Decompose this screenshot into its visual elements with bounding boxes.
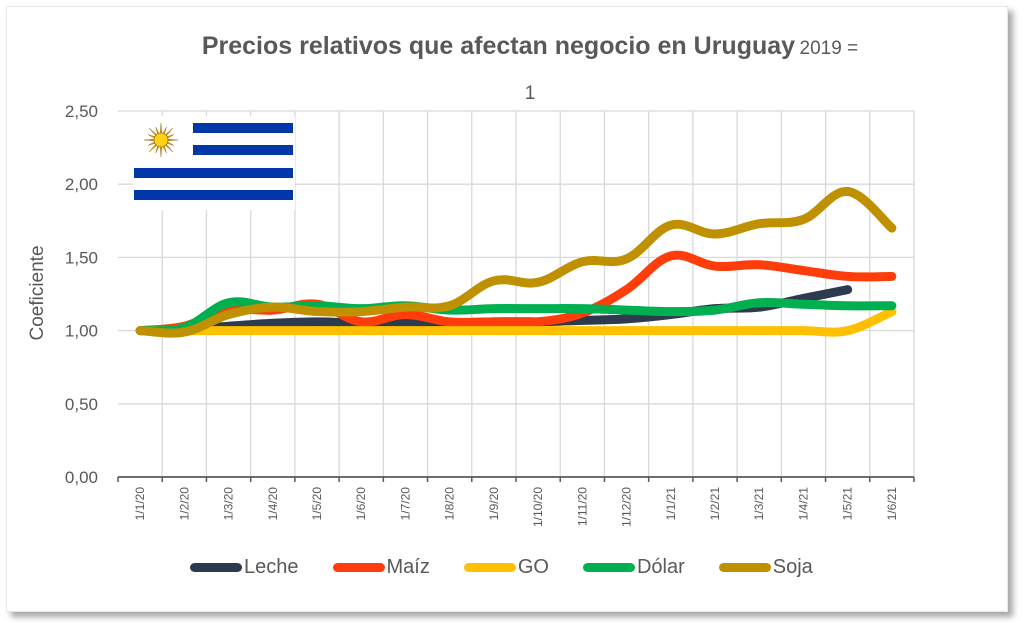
x-tick-label: 1/8/20 — [443, 487, 457, 521]
y-tick-label: 0,50 — [65, 395, 98, 414]
x-tick-label: 1/10/20 — [531, 487, 545, 527]
legend: Leche Maíz GO Dólar Soja — [190, 556, 890, 579]
legend-item-maiz: Maíz — [332, 556, 430, 579]
legend-swatch — [718, 563, 771, 572]
legend-swatch — [332, 563, 385, 572]
sun-of-may-icon — [143, 122, 179, 158]
y-tick-label: 1,50 — [65, 248, 98, 267]
legend-item-go: GO — [463, 556, 549, 579]
chart-title-sub2: 1 — [524, 83, 536, 104]
x-tick-label: 1/6/20 — [354, 487, 368, 521]
x-tick-label: 1/3/20 — [222, 487, 236, 521]
legend-swatch — [582, 563, 635, 572]
legend-swatch — [190, 563, 242, 572]
x-tick-label: 1/5/20 — [310, 487, 324, 521]
uruguay-flag-icon — [133, 116, 295, 210]
x-tick-label: 1/4/21 — [796, 487, 810, 521]
y-tick-label: 2,00 — [65, 175, 98, 194]
legend-label: Maíz — [386, 556, 430, 578]
x-tick-label: 1/12/20 — [620, 487, 634, 527]
series-line-soja — [135, 187, 897, 338]
legend-item-leche: Leche — [190, 556, 299, 579]
legend-item-soja: Soja — [718, 556, 813, 579]
legend-label: Leche — [244, 556, 299, 578]
x-tick-label: 1/2/21 — [708, 487, 722, 521]
x-tick-label: 1/6/21 — [885, 487, 899, 521]
x-tick-label: 1/1/20 — [133, 487, 147, 521]
legend-item-dolar: Dólar — [582, 556, 685, 579]
chart-title-sub: 2019 = — [799, 38, 859, 59]
legend-swatch — [463, 563, 516, 572]
legend-label: Dólar — [636, 556, 685, 578]
x-tick-label: 1/3/21 — [752, 487, 766, 521]
x-tick-label: 1/1/21 — [664, 487, 678, 521]
legend-label: GO — [517, 556, 549, 578]
y-tick-label: 2,50 — [65, 102, 98, 121]
chart-title: Precios relativos que afectan negocio en… — [100, 24, 960, 117]
x-tick-label: 1/5/21 — [841, 487, 855, 521]
x-tick-label: 1/7/20 — [398, 487, 412, 521]
x-tick-label: 1/4/20 — [266, 487, 280, 521]
chart-title-main: Precios relativos que afectan negocio en… — [201, 32, 796, 60]
x-tick-label: 1/9/20 — [487, 487, 501, 521]
series-line-go — [135, 307, 897, 337]
y-tick-label: 1,00 — [65, 322, 98, 341]
y-tick-label: 0,00 — [65, 468, 98, 487]
legend-label: Soja — [772, 556, 813, 578]
x-tick-label: 1/11/20 — [575, 487, 589, 526]
x-tick-label: 1/2/20 — [177, 487, 191, 521]
